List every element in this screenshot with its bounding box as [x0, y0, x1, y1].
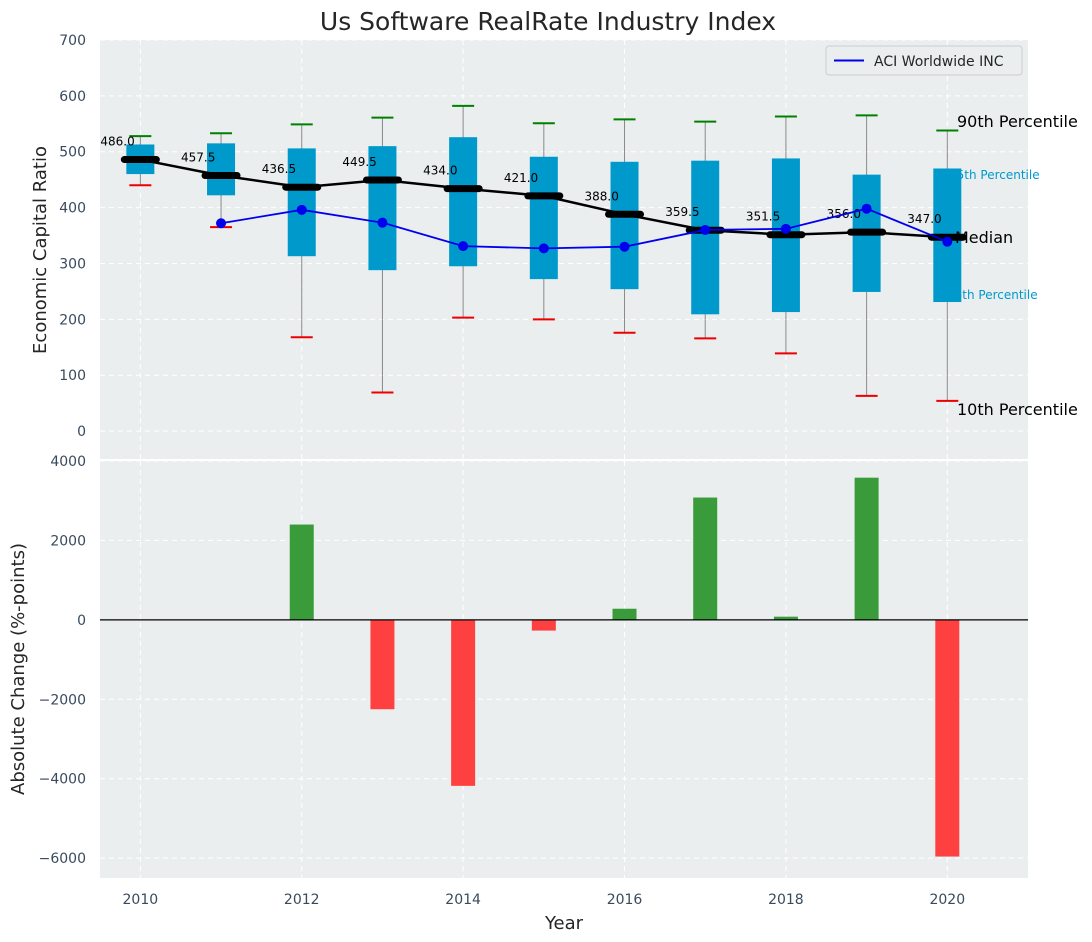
x-tick-label: 2018	[768, 892, 804, 908]
x-tick-label: 2014	[445, 892, 481, 908]
change-bar	[451, 619, 476, 786]
change-bar	[773, 616, 798, 620]
legend-box	[825, 45, 1023, 76]
series-point-aci	[296, 204, 307, 215]
bottom-x-ticks: 2010 2012 2014 2016 2018 2020	[123, 892, 966, 908]
bottom-y-tick-label: 2000	[50, 533, 86, 549]
series-point-aci	[458, 241, 469, 252]
median-value-label: 388.0	[585, 189, 619, 203]
bottom-y-tick-label: 0	[77, 613, 86, 629]
change-bar	[854, 477, 879, 620]
bottom-y-tick-label: −6000	[39, 851, 86, 867]
x-tick-label: 2020	[929, 892, 965, 908]
top-y-tick-label: 500	[59, 145, 86, 161]
series-point-aci	[780, 223, 791, 234]
top-marks: 486.0 457.5 436.5 449.5 434.0 421.0 388.0 359.5…	[100, 104, 967, 402]
change-bar	[612, 608, 637, 620]
series-point-aci	[700, 224, 711, 235]
series-point-aci	[377, 217, 388, 228]
series-line-aci	[220, 207, 948, 250]
iqr-box	[610, 161, 639, 290]
x-tick-label: 2012	[284, 892, 320, 908]
top-y-tick-label: 700	[59, 33, 86, 49]
series-point-aci	[216, 218, 227, 229]
median-value-label: 486.0	[100, 135, 134, 149]
change-bar	[531, 619, 556, 631]
annotation-75th: 75th Percentile	[949, 168, 1040, 182]
legend-entry-aci: ACI Worldwide INC	[874, 54, 1004, 70]
series-point-aci	[538, 243, 549, 254]
annotation-25th: 25th Percentile	[947, 288, 1038, 302]
series-point-aci	[619, 241, 630, 252]
change-bar	[370, 619, 395, 710]
x-tick-label: 2010	[123, 892, 159, 908]
bottom-y-tick-label: 4000	[50, 454, 86, 470]
annotation-10th: 10th Percentile	[957, 400, 1078, 419]
top-y-tick-label: 0	[77, 424, 86, 440]
bottom-y-axis-label: Absolute Change (%-points)	[8, 543, 29, 795]
median-value-label: 457.5	[181, 150, 215, 164]
series-point-aci	[861, 203, 872, 214]
annotation-90th: 90th Percentile	[957, 112, 1078, 131]
median-value-label: 359.5	[665, 205, 699, 219]
top-y-tick-label: 600	[59, 89, 86, 105]
bottom-y-tick-label: −4000	[39, 772, 86, 788]
iqr-box	[529, 156, 558, 280]
annotation-median: Median	[955, 228, 1013, 247]
top-chart: 0 100 200 300 400 500 600 700 486.0 457.5 436.5 44…	[30, 7, 1078, 459]
top-y-tick-label: 300	[59, 256, 86, 272]
iqr-box	[368, 146, 397, 271]
bottom-marks	[100, 477, 1028, 857]
bottom-grid	[100, 460, 1028, 878]
top-y-axis-label: Economic Capital Ratio	[30, 146, 51, 354]
top-y-tick-label: 400	[59, 201, 86, 217]
bottom-y-tick-label: −2000	[39, 692, 86, 708]
legend: ACI Worldwide INC	[825, 45, 1023, 76]
median-value-label: 436.5	[262, 162, 296, 176]
change-bar	[693, 497, 718, 620]
median-value-label: 351.5	[746, 210, 780, 224]
top-y-tick-label: 100	[59, 368, 86, 384]
change-bar	[289, 524, 314, 620]
median-value-label: 449.5	[342, 155, 376, 169]
bottom-plot-background	[100, 461, 1028, 878]
median-value-label: 434.0	[423, 164, 457, 178]
bottom-y-ticks: −6000 −4000 −2000 0 2000 4000	[39, 454, 86, 867]
median-value-label: 347.0	[907, 212, 941, 226]
iqr-box	[207, 143, 236, 196]
change-bar	[935, 619, 960, 857]
top-y-ticks: 0 100 200 300 400 500 600 700	[59, 33, 86, 440]
series-point-aci	[942, 236, 953, 247]
median-value-label: 421.0	[504, 171, 538, 185]
top-plot-background	[100, 40, 1028, 459]
x-tick-label: 2016	[607, 892, 643, 908]
x-axis-label: Year	[544, 913, 584, 934]
chart-title: Us Software RealRate Industry Index	[320, 7, 776, 36]
iqr-box	[287, 148, 316, 257]
top-y-tick-label: 200	[59, 312, 86, 328]
iqr-box	[691, 160, 720, 315]
